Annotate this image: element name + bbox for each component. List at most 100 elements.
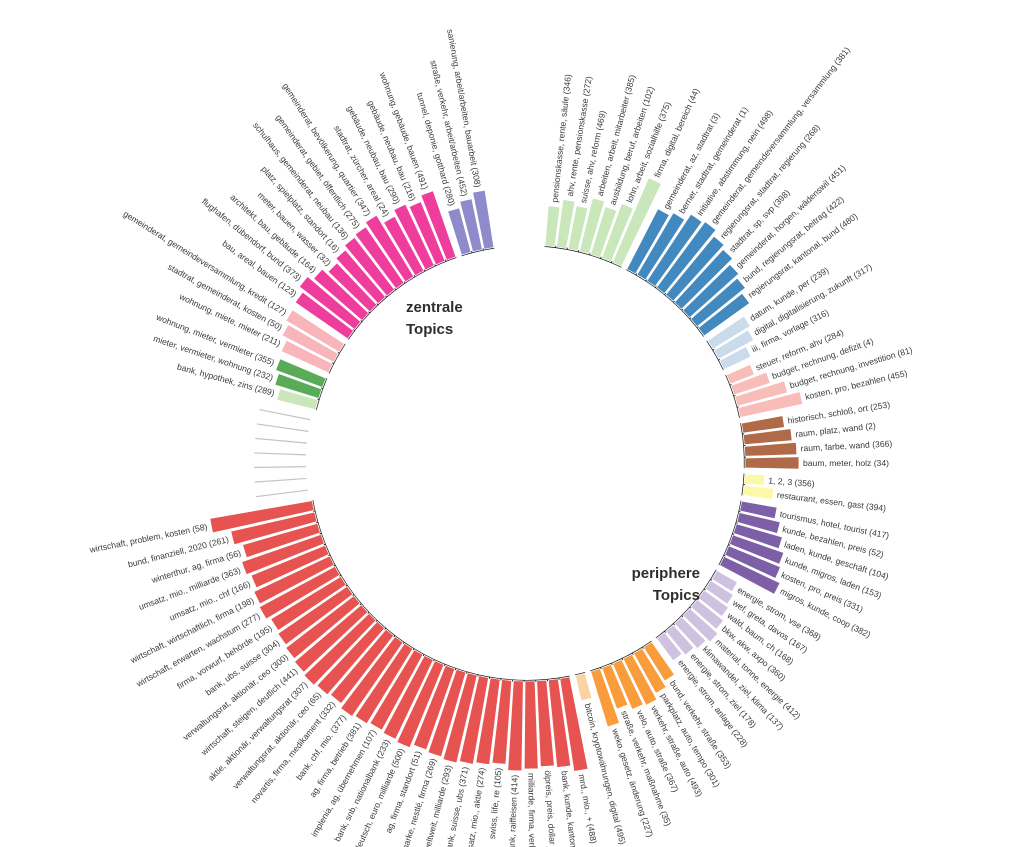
topic-bar [209, 500, 315, 534]
topic-bar [611, 177, 662, 268]
topic-bar [242, 522, 321, 559]
topic-bar [427, 668, 467, 758]
topic-bar [690, 277, 747, 328]
topic-bar [744, 456, 800, 470]
topic-bar [298, 275, 362, 331]
topic-label: restaurant, essen, gast (394) [776, 490, 886, 514]
topic-label: raum, farbe, wand (366) [800, 438, 892, 453]
topic-bar [636, 212, 686, 281]
unlabeled-topic-line [259, 408, 311, 421]
topic-bar [472, 189, 495, 250]
topic-bar [316, 620, 386, 696]
topic-label: kunde, bank, raiffeisen (414) [505, 774, 519, 847]
topic-bar [285, 595, 361, 660]
topic-bar [642, 641, 676, 682]
topic-bar [706, 315, 751, 350]
topic-bar [740, 415, 785, 434]
topic-bar [556, 198, 576, 250]
topic-bar [277, 585, 354, 646]
topic-bar [601, 203, 634, 263]
topic-bar [704, 579, 735, 605]
peripheral-topics-line2: Topics [652, 587, 700, 604]
topic-bar [420, 190, 457, 261]
unlabeled-topic-line [256, 423, 309, 432]
topic-bar [673, 616, 707, 650]
unlabeled-topic-line [256, 489, 308, 498]
topic-bar [258, 565, 341, 620]
topic-bar [270, 575, 347, 632]
topic-label: sanierung, arbeit/arbeiten, bauarbeit (3… [445, 28, 483, 188]
topic-bar [364, 214, 415, 283]
peripheral-topics-line1: periphere [631, 565, 700, 582]
topic-label: baum, meter, holz (34) [803, 458, 889, 468]
topic-bar [730, 371, 771, 396]
topic-bar [536, 679, 555, 768]
topic-bar [459, 198, 483, 253]
topic-bar [732, 523, 783, 550]
central-topics-line1: zentrale [406, 299, 463, 316]
topic-bar [230, 511, 318, 546]
topic-bar [655, 221, 717, 295]
topic-bar [743, 441, 798, 457]
topic-bar [491, 679, 513, 765]
topic-bar [354, 226, 405, 290]
topic-bar [475, 677, 501, 766]
topic-bar [340, 635, 404, 718]
topic-bar [253, 555, 335, 605]
topic-bar [303, 612, 377, 686]
topic-bar [737, 391, 804, 419]
topic-bar [590, 206, 618, 259]
topic-bar [293, 604, 369, 673]
topic-bar [665, 624, 695, 656]
topic-bar [276, 388, 319, 411]
topic-bar [713, 329, 755, 360]
topic-bar [718, 555, 781, 595]
topic-bar [734, 380, 789, 407]
topic-bar [673, 248, 734, 310]
topic-bar [250, 544, 330, 589]
topic-bar [736, 511, 781, 535]
topic-label: 1, 2, 3 (356) [768, 476, 815, 489]
central-topics-label: zentrale Topics [406, 297, 463, 341]
topic-bar [447, 207, 472, 256]
topic-bar [682, 607, 719, 643]
topic-bar [354, 642, 414, 725]
topic-bar [274, 372, 323, 400]
topic-bar [711, 569, 739, 593]
peripheral-topics-label: periphere Topics [632, 563, 700, 607]
topic-bar [612, 658, 644, 711]
topic-bar [743, 473, 766, 487]
topic-bar [382, 215, 425, 277]
unlabeled-topic-line [255, 437, 307, 444]
topic-bar [725, 363, 755, 385]
topic-bar [281, 324, 339, 363]
topic-bar [396, 660, 445, 749]
topic-label: swiss, life, re (105) [487, 767, 504, 839]
topic-bar [590, 667, 621, 728]
topic-bar [718, 346, 752, 371]
topic-bar [559, 676, 589, 772]
topic-bar [665, 235, 725, 302]
topic-bar [294, 291, 355, 340]
topic-bar [369, 649, 424, 731]
topic-bar [547, 678, 572, 768]
topic-bar [724, 545, 782, 579]
central-topics-line2: Topics [406, 321, 454, 338]
topic-bar [697, 292, 751, 337]
topic-label: raum, platz, wand (2) [795, 421, 876, 440]
topic-label: milliarde, firma, verkaufen (181) [526, 773, 538, 847]
topic-bar [682, 263, 740, 319]
unlabeled-topic-line [254, 477, 307, 483]
topic-bar [646, 213, 703, 288]
topic-bar [275, 358, 327, 389]
topic-bar [408, 201, 446, 266]
topic-bar [567, 205, 589, 252]
topic-bar [329, 628, 395, 705]
topic-label: mrd., mio., + (488) [577, 773, 599, 844]
topic-bar [335, 249, 387, 305]
topic-bar [382, 654, 434, 740]
topic-bar [739, 500, 778, 520]
topic-label: ölpreis, preis, dollar (273) [543, 770, 559, 847]
